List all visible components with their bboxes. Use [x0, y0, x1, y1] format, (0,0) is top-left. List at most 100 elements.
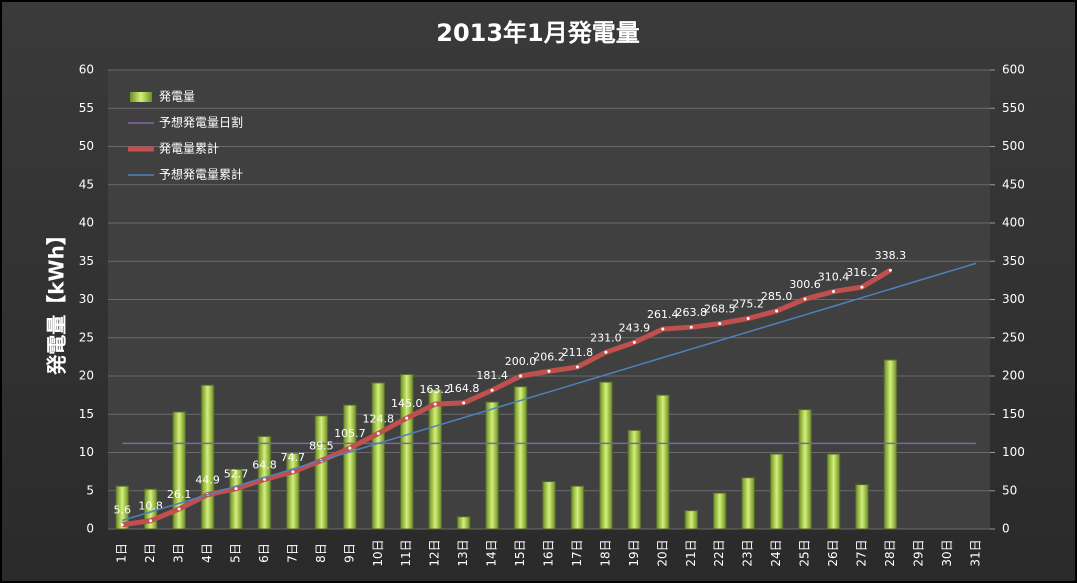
x-tick-label: 18日 — [598, 539, 612, 566]
x-tick-label: 17日 — [570, 539, 584, 566]
bar — [542, 481, 556, 530]
bar — [826, 453, 841, 530]
bar — [115, 485, 129, 530]
bar — [229, 468, 243, 530]
data-label: 243.9 — [619, 321, 651, 334]
bar — [570, 485, 585, 530]
x-tick-label: 22日 — [712, 539, 726, 566]
y2-tick-label: 250 — [1002, 330, 1025, 344]
data-label: 200.0 — [505, 355, 537, 368]
y2-tick-label: 400 — [1002, 216, 1025, 230]
bar — [314, 415, 329, 530]
legend-label: 予想発電量累計 — [159, 167, 243, 182]
x-tick-label: 24日 — [769, 539, 783, 566]
y2-tick-label: 550 — [1002, 101, 1025, 115]
x-tick-label: 2日 — [143, 543, 157, 563]
x-tick-label: 26日 — [826, 539, 840, 566]
line-marker — [661, 327, 665, 331]
data-label: 261.4 — [647, 308, 679, 321]
data-label: 316.2 — [846, 266, 878, 279]
line-marker — [519, 374, 523, 378]
x-tick-label: 20日 — [655, 539, 669, 566]
line-marker — [433, 402, 437, 406]
bar — [200, 384, 215, 530]
data-label: 74.7 — [281, 451, 306, 464]
x-tick-label: 6日 — [257, 543, 271, 563]
y-tick-label: 20 — [79, 369, 94, 383]
y2-tick-label: 150 — [1002, 407, 1025, 421]
line-marker — [575, 365, 579, 369]
line-marker — [405, 416, 409, 420]
data-label: 105.7 — [334, 427, 366, 440]
data-label: 300.6 — [789, 278, 821, 291]
y2-tick-label: 450 — [1002, 177, 1025, 191]
data-label: 268.5 — [704, 303, 736, 316]
x-tick-label: 1日 — [115, 543, 129, 563]
line-marker — [775, 309, 779, 313]
data-label: 181.4 — [476, 369, 508, 382]
line-marker — [860, 285, 864, 289]
line-marker — [547, 369, 551, 373]
bar — [371, 382, 386, 530]
line-marker — [291, 470, 295, 474]
bar — [883, 359, 898, 530]
line-marker — [746, 316, 750, 320]
y-tick-label: 30 — [79, 292, 94, 306]
y-tick-label: 60 — [79, 63, 94, 77]
y-axis-label: 発電量【kWh】 — [45, 225, 69, 376]
line-marker — [462, 401, 466, 405]
data-label: 231.0 — [590, 331, 622, 344]
x-tick-label: 31日 — [968, 539, 982, 566]
data-label: 10.8 — [138, 500, 163, 513]
x-tick-label: 19日 — [627, 539, 641, 566]
series-line — [122, 262, 976, 522]
x-tick-label: 28日 — [883, 539, 897, 566]
data-label: 5.6 — [113, 504, 131, 517]
legend-label: 発電量累計 — [159, 141, 219, 156]
data-label: 310.4 — [818, 271, 850, 284]
x-tick-label: 14日 — [485, 539, 499, 566]
x-tick-label: 23日 — [741, 539, 755, 566]
x-tick-label: 25日 — [798, 539, 812, 566]
y2-tick-label: 350 — [1002, 254, 1025, 268]
bar — [627, 429, 642, 530]
data-label: 124.8 — [363, 413, 395, 426]
line-marker — [604, 350, 608, 354]
y-tick-label: 5 — [86, 483, 94, 497]
line-marker — [490, 388, 494, 392]
bar — [172, 411, 186, 530]
data-label: 89.5 — [309, 440, 334, 453]
y-tick-label: 10 — [79, 445, 94, 459]
x-tick-label: 4日 — [200, 543, 214, 563]
line-marker — [262, 477, 266, 481]
x-tick-label: 8日 — [314, 543, 328, 563]
data-label: 145.0 — [391, 397, 423, 410]
bar — [456, 516, 471, 530]
data-label: 44.9 — [195, 474, 220, 487]
line-marker — [803, 297, 807, 301]
x-tick-label: 5日 — [229, 543, 243, 563]
line-marker — [120, 523, 124, 527]
bar — [485, 401, 499, 530]
y2-tick-label: 500 — [1002, 139, 1025, 153]
y2-tick-label: 200 — [1002, 369, 1025, 383]
y-tick-label: 50 — [79, 139, 94, 153]
legend-label: 予想発電量日割 — [159, 115, 243, 130]
bar — [741, 477, 755, 530]
legend-label: 発電量 — [159, 90, 195, 104]
y2-tick-label: 50 — [1002, 483, 1017, 497]
x-tick-label: 27日 — [854, 539, 868, 566]
bar — [855, 484, 869, 530]
bar — [798, 409, 812, 530]
y2-tick-label: 600 — [1002, 63, 1025, 77]
x-tick-label: 3日 — [172, 543, 186, 563]
data-label: 211.8 — [562, 346, 594, 359]
chart-title: 2013年1月発電量 — [436, 19, 640, 47]
bar — [656, 394, 670, 530]
y2-tick-label: 0 — [1002, 522, 1010, 536]
y-tick-label: 35 — [79, 254, 94, 268]
y-tick-label: 25 — [79, 330, 94, 344]
x-tick-label: 7日 — [285, 543, 299, 563]
x-tick-label: 10日 — [371, 539, 385, 566]
y-tick-label: 0 — [86, 522, 94, 536]
